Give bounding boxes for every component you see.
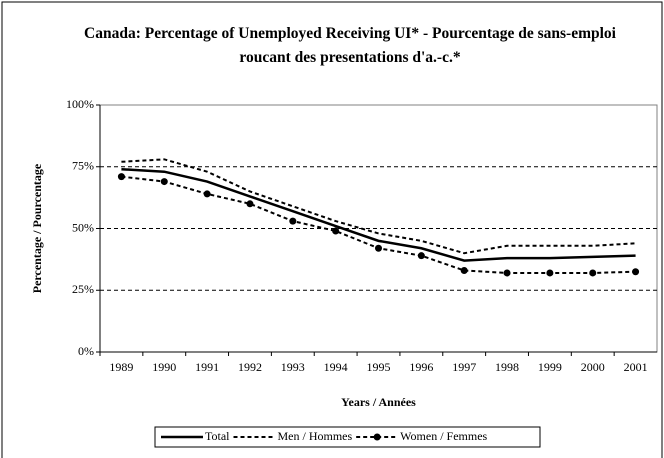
x-tick-label: 1990: [152, 360, 176, 374]
legend-box: [154, 426, 541, 448]
x-axis-title: Years / Années: [341, 395, 416, 409]
y-tick-label: 100%: [66, 97, 94, 111]
x-tick-label: 2000: [581, 360, 605, 374]
y-tick-label: 0%: [78, 344, 94, 358]
x-tick-label: 1998: [495, 360, 519, 374]
y-tick-label: 75%: [72, 159, 94, 173]
series-marker: [460, 266, 468, 274]
plot-area: [99, 104, 658, 353]
series-marker: [117, 173, 125, 181]
chart-title: Canada: Percentage of Unemployed Receivi…: [84, 25, 616, 66]
y-tick-label: 50%: [72, 220, 94, 234]
x-tick-label: 1994: [324, 360, 348, 374]
series-marker: [375, 244, 382, 252]
legend-label: Men / Hommes: [278, 429, 353, 443]
x-tick-label: 1989: [109, 360, 133, 374]
x-tick-label: 1992: [238, 360, 262, 374]
y-tick-label: 25%: [72, 282, 94, 296]
series-marker: [332, 227, 340, 235]
x-tick-label: 1996: [409, 360, 433, 374]
y-axis-title: Percentage / Pourcentage: [30, 163, 44, 293]
x-tick-label: 1991: [195, 360, 219, 374]
series-marker: [546, 269, 554, 277]
x-tick-label: 1999: [538, 360, 562, 374]
legend-label: Women / Femmes: [400, 429, 487, 443]
legend-marker: [373, 433, 381, 441]
x-tick-label: 1995: [367, 360, 391, 374]
series-marker: [203, 190, 211, 198]
series-line: [121, 167, 636, 262]
series-line: [121, 158, 636, 255]
series-marker: [160, 178, 168, 186]
series-marker: [503, 269, 511, 277]
series-marker: [417, 252, 425, 260]
series-marker: [246, 200, 254, 208]
x-tick-label: 1997: [452, 360, 476, 374]
x-tick-label: 2001: [624, 360, 648, 374]
x-tick-label: 1993: [281, 360, 305, 374]
series-marker: [289, 217, 297, 225]
series-marker: [632, 268, 640, 276]
series-marker: [589, 269, 597, 277]
legend-label: Total: [205, 429, 230, 443]
